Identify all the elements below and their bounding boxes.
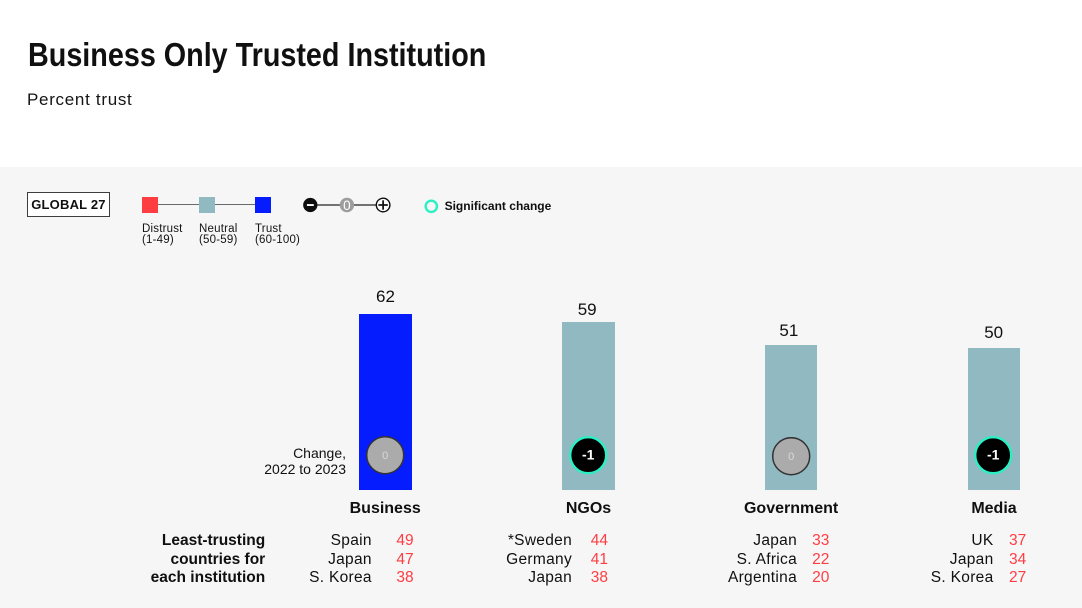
- svg-text:-1: -1: [987, 446, 1000, 462]
- svg-text:0: 0: [788, 451, 794, 463]
- svg-text:0: 0: [382, 450, 388, 462]
- svg-text:0: 0: [343, 198, 351, 213]
- svg-text:-1: -1: [582, 447, 595, 463]
